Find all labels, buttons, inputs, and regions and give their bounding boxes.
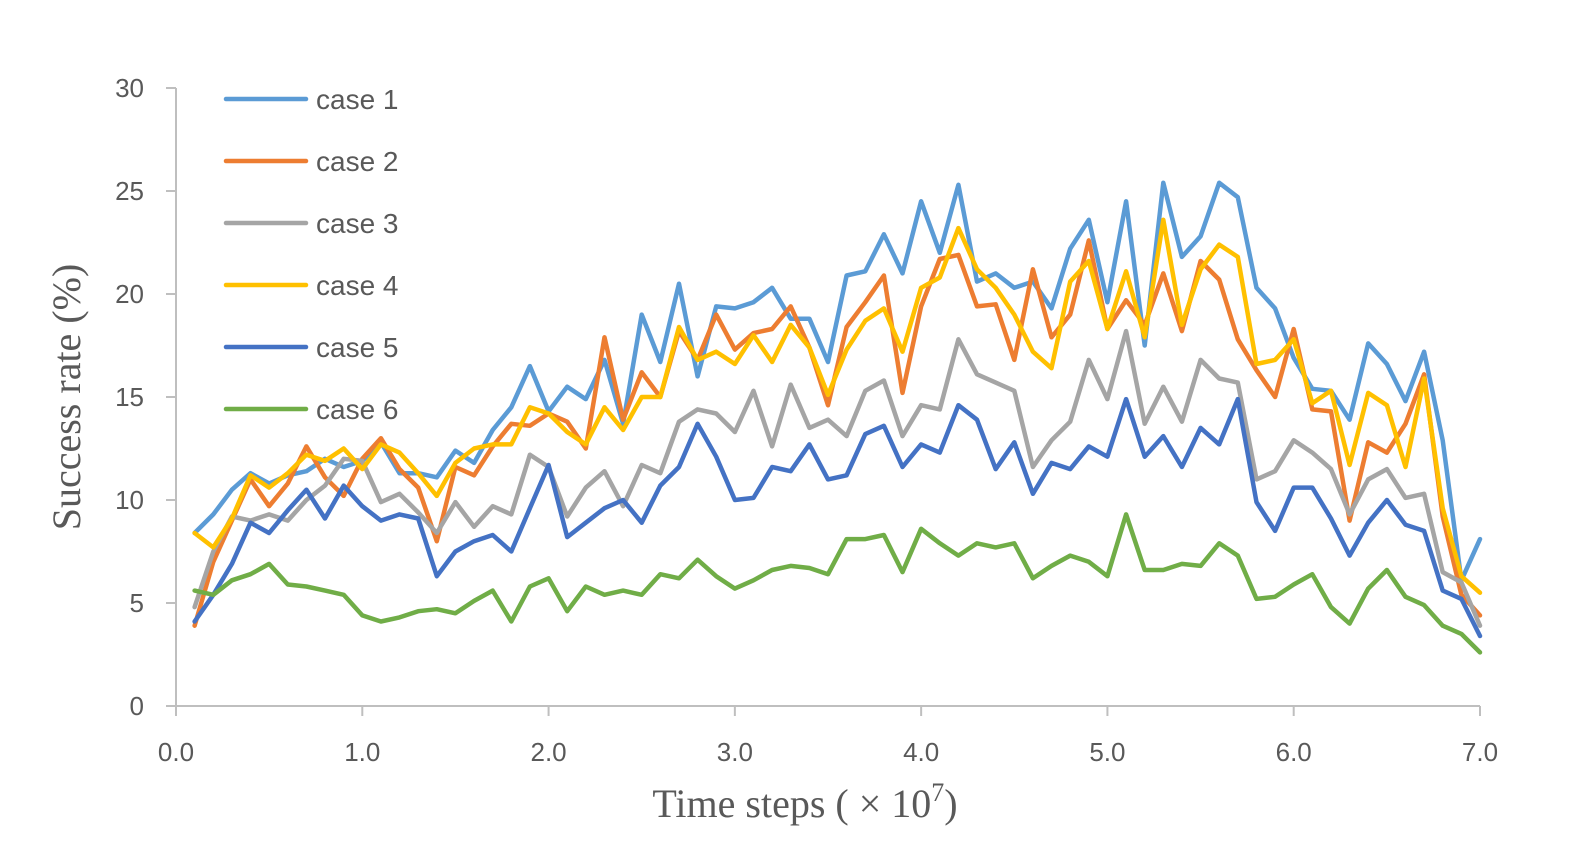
legend-item-case-3: case 3 [223, 208, 399, 239]
series-line-case-4 [192, 217, 1483, 595]
legend-label: case 6 [316, 394, 399, 425]
x-axis-title-main: Time steps ( × 10 [652, 781, 931, 826]
legend-item-case-2: case 2 [223, 146, 399, 177]
y-tick-label: 0 [130, 691, 144, 721]
series-line-case-3 [192, 328, 1483, 628]
y-tick-label: 30 [115, 73, 144, 103]
x-tick-label: 3.0 [717, 737, 753, 767]
tick-marks [166, 87, 1481, 716]
tick-labels: 0 5 10 15 20 25 30 0.0 1.0 2.0 3.0 4.0 5.0 6.0 7.0 [115, 73, 1498, 767]
legend-label: case 2 [316, 146, 399, 177]
x-axis-title: Time steps ( × 107) [652, 778, 957, 826]
legend-item-case-5: case 5 [223, 332, 399, 363]
legend-label: case 5 [316, 332, 399, 363]
y-tick-label: 5 [130, 588, 144, 618]
legend-label: case 4 [316, 270, 399, 301]
x-axis-title-exponent: 7 [931, 778, 944, 807]
y-tick-label: 20 [115, 279, 144, 309]
x-tick-label: 5.0 [1089, 737, 1125, 767]
series-line-case-2 [192, 238, 1483, 628]
series-lines [192, 180, 1483, 655]
series-line-case-1 [192, 180, 1483, 583]
x-tick-label: 4.0 [903, 737, 939, 767]
x-tick-label: 0.0 [158, 737, 194, 767]
x-axis-title-suffix: ) [944, 781, 957, 826]
legend-label: case 1 [316, 84, 399, 115]
y-tick-label: 25 [115, 176, 144, 206]
x-tick-label: 2.0 [530, 737, 566, 767]
series-line-case-5 [192, 396, 1483, 639]
legend-item-case-4: case 4 [223, 270, 399, 301]
legend-item-case-6: case 6 [223, 394, 399, 425]
x-tick-label: 7.0 [1462, 737, 1498, 767]
series-line-case-6 [192, 512, 1483, 655]
legend: case 1 case 2 case 3 case 4 case 5 case 6 [223, 84, 399, 425]
y-tick-label: 15 [115, 382, 144, 412]
legend-label: case 3 [316, 208, 399, 239]
x-tick-label: 1.0 [344, 737, 380, 767]
legend-item-case-1: case 1 [223, 84, 399, 115]
x-tick-label: 6.0 [1276, 737, 1312, 767]
y-axis-title: Success rate (%) [44, 264, 89, 531]
y-tick-label: 10 [115, 485, 144, 515]
